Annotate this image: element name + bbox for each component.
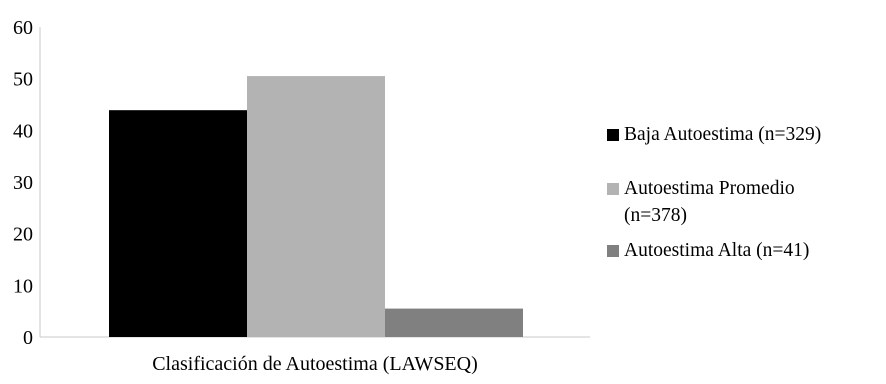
y-tick-label: 0	[23, 327, 33, 349]
y-tick-labels: 0 10 20 30 40 50 60	[13, 17, 33, 349]
x-axis-label: Clasificación de Autoestima (LAWSEQ)	[152, 353, 478, 375]
y-tick-label: 50	[13, 69, 33, 91]
legend-item-alta: Autoestima Alta (n=41)	[607, 237, 886, 264]
legend-item-baja: Baja Autoestima (n=329)	[607, 121, 886, 148]
y-tick-label: 20	[13, 224, 33, 246]
bar-series-2	[247, 76, 385, 337]
y-tick-label: 40	[13, 120, 33, 142]
legend-item-promedio: Autoestima Promedio (n=378)	[607, 175, 824, 229]
bar-series-1	[109, 110, 247, 337]
y-tick-label: 30	[13, 172, 33, 194]
bar-series-3	[385, 308, 523, 337]
y-tick-label: 60	[13, 17, 33, 39]
legend-swatch-promedio	[607, 183, 619, 195]
legend: Baja Autoestima (n=329) Autoestima Prome…	[607, 0, 886, 379]
legend-label-promedio: Autoestima Promedio (n=378)	[624, 178, 795, 226]
legend-label-alta: Autoestima Alta (n=41)	[624, 240, 810, 261]
legend-swatch-baja	[607, 129, 619, 141]
legend-swatch-alta	[607, 245, 619, 257]
legend-label-baja: Baja Autoestima (n=329)	[624, 124, 822, 145]
bar-chart-plot: 0 10 20 30 40 50 60 Clasificación de Autoestim…	[13, 17, 590, 375]
y-tick-label: 10	[13, 275, 33, 297]
bars	[109, 76, 523, 337]
